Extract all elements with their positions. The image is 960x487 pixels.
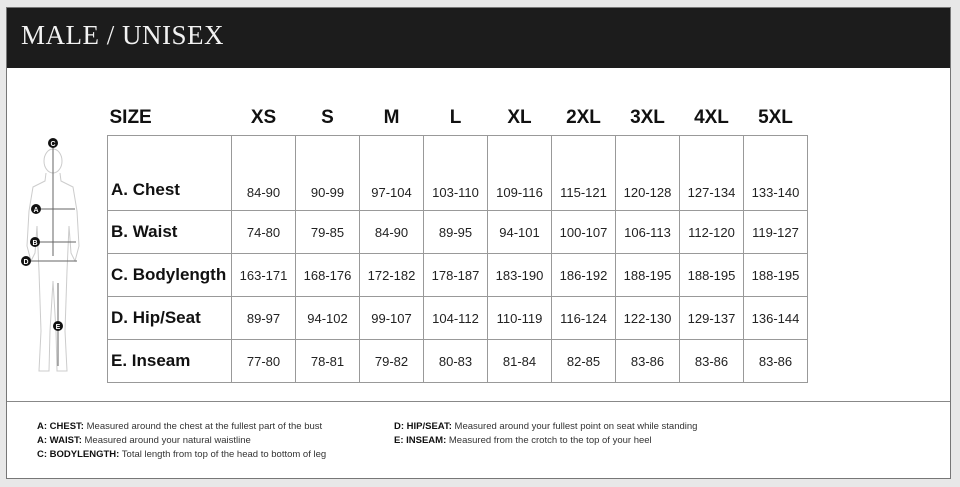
- size-table: SIZE XS S M L XL 2XL 3XL 4XL 5XL A. Chest 84-90 90…: [107, 100, 808, 383]
- note-term: A: CHEST:: [37, 421, 84, 432]
- table-cell: 84-90: [231, 135, 296, 211]
- table-row: C. Bodylength 163-171 168-176 172-182 178-18…: [107, 253, 808, 297]
- size-header-3xl: 3XL: [630, 106, 665, 128]
- marker-d: D: [21, 256, 31, 266]
- table-cell: 112-120: [679, 210, 744, 254]
- note-item: D: HIP/SEAT: Measured around your fulles…: [394, 420, 697, 434]
- table-row: B. Waist 74-80 79-85 84-90 89-95 94-101 100-10…: [107, 210, 808, 254]
- section-divider: [7, 401, 950, 402]
- table-cell: 188-195: [615, 253, 680, 297]
- size-header-xs: XS: [250, 106, 277, 128]
- table-cell: 188-195: [679, 253, 744, 297]
- table-cell: 133-140: [743, 135, 808, 211]
- table-cell: 104-112: [423, 296, 488, 340]
- table-cell: 122-130: [615, 296, 680, 340]
- note-text: Measured around your natural waistline: [81, 435, 251, 446]
- table-cell: 81-84: [487, 339, 552, 383]
- table-cell: 127-134: [679, 135, 744, 211]
- table-cell: 188-195: [743, 253, 808, 297]
- note-term: E: INSEAM:: [394, 435, 447, 446]
- note-text: Measured around your fullest point on se…: [451, 421, 698, 432]
- note-item: A: WAIST: Measured around your natural w…: [37, 434, 326, 448]
- svg-text:C: C: [50, 141, 55, 148]
- size-header-m: M: [383, 106, 400, 128]
- table-cell: 106-113: [615, 210, 680, 254]
- size-header-l: L: [449, 106, 462, 128]
- table-cell: 77-80: [231, 339, 296, 383]
- table-cell: 94-101: [487, 210, 552, 254]
- notes-right: D: HIP/SEAT: Measured around your fulles…: [394, 420, 697, 448]
- size-header-5xl: 5XL: [758, 106, 793, 128]
- table-cell: 97-104: [359, 135, 424, 211]
- table-cell: 100-107: [551, 210, 616, 254]
- size-header-4xl: 4XL: [694, 106, 729, 128]
- size-corner-label: SIZE: [109, 106, 152, 128]
- table-cell: 103-110: [423, 135, 488, 211]
- table-cell: 80-83: [423, 339, 488, 383]
- note-text: Measured around the chest at the fullest…: [83, 421, 323, 432]
- table-cell: 83-86: [679, 339, 744, 383]
- marker-b: B: [30, 237, 40, 247]
- table-cell: 163-171: [231, 253, 296, 297]
- table-row: A. Chest 84-90 90-99 97-104 103-110 109-116 11…: [107, 135, 808, 211]
- table-cell: 120-128: [615, 135, 680, 211]
- note-text: Measured from the crotch to the top of y…: [446, 435, 652, 446]
- note-item: A: CHEST: Measured around the chest at t…: [37, 420, 326, 434]
- marker-e: E: [53, 321, 63, 331]
- row-label: B. Waist: [107, 210, 232, 254]
- table-cell: 94-102: [295, 296, 360, 340]
- svg-text:D: D: [23, 259, 28, 266]
- row-label: C. Bodylength: [107, 253, 232, 297]
- table-cell: 90-99: [295, 135, 360, 211]
- table-cell: 183-190: [487, 253, 552, 297]
- size-header-xl: XL: [507, 106, 532, 128]
- row-label: A. Chest: [107, 135, 232, 211]
- note-text: Total length from top of the head to bot…: [119, 449, 327, 460]
- header-bar: MALE / UNISEX: [7, 8, 950, 68]
- table-cell: 110-119: [487, 296, 552, 340]
- table-row: D. Hip/Seat 89-97 94-102 99-107 104-112 110-1…: [107, 296, 808, 340]
- table-cell: 99-107: [359, 296, 424, 340]
- notes-left: A: CHEST: Measured around the chest at t…: [37, 420, 326, 462]
- marker-c: C: [48, 138, 58, 148]
- table-cell: 79-82: [359, 339, 424, 383]
- table-cell: 186-192: [551, 253, 616, 297]
- table-cell: 119-127: [743, 210, 808, 254]
- table-cell: 172-182: [359, 253, 424, 297]
- note-term: D: HIP/SEAT:: [394, 421, 452, 432]
- table-cell: 74-80: [231, 210, 296, 254]
- table-cell: 116-124: [551, 296, 616, 340]
- note-term: A: WAIST:: [37, 435, 82, 446]
- size-header-s: S: [321, 106, 334, 128]
- table-cell: 115-121: [551, 135, 616, 211]
- svg-text:B: B: [32, 240, 37, 247]
- svg-text:A: A: [33, 207, 38, 214]
- table-cell: 83-86: [615, 339, 680, 383]
- table-cell: 82-85: [551, 339, 616, 383]
- table-cell: 178-187: [423, 253, 488, 297]
- note-term: C: BODYLENGTH:: [37, 449, 120, 460]
- note-item: C: BODYLENGTH: Total length from top of …: [37, 448, 326, 462]
- table-cell: 89-95: [423, 210, 488, 254]
- marker-a: A: [31, 204, 41, 214]
- table-cell: 78-81: [295, 339, 360, 383]
- row-label: E. Inseam: [107, 339, 232, 383]
- table-cell: 89-97: [231, 296, 296, 340]
- svg-text:E: E: [56, 324, 61, 331]
- body-measurement-figure: C A B D E: [21, 138, 80, 372]
- size-header-2xl: 2XL: [566, 106, 601, 128]
- note-item: E: INSEAM: Measured from the crotch to t…: [394, 434, 697, 448]
- row-label: D. Hip/Seat: [107, 296, 232, 340]
- table-cell: 136-144: [743, 296, 808, 340]
- table-cell: 83-86: [743, 339, 808, 383]
- page-title: MALE / UNISEX: [21, 20, 224, 50]
- size-chart-panel: MALE / UNISEX C A B D E SIZE XS S M L XL 2XL 3…: [6, 7, 951, 479]
- table-cell: 84-90: [359, 210, 424, 254]
- table-row: E. Inseam 77-80 78-81 79-82 80-83 81-84 82-85 8…: [107, 339, 808, 383]
- table-cell: 129-137: [679, 296, 744, 340]
- table-cell: 79-85: [295, 210, 360, 254]
- table-cell: 168-176: [295, 253, 360, 297]
- table-cell: 109-116: [487, 135, 552, 211]
- size-header-row: SIZE XS S M L XL 2XL 3XL 4XL 5XL: [108, 100, 808, 136]
